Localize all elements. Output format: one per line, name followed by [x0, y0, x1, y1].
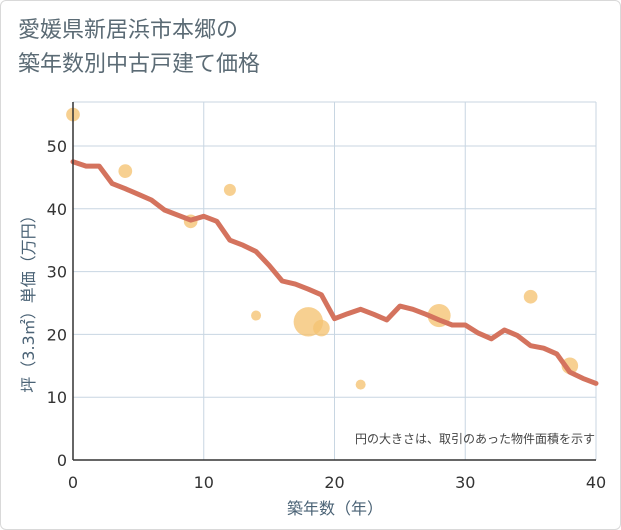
bubble-point	[313, 319, 330, 337]
x-tick-label: 30	[455, 473, 475, 492]
chart-title-line-1: 愛媛県新居浜市本郷の	[18, 18, 239, 43]
bubble-series	[66, 107, 579, 390]
axes: 0 10 20 30 40 0 10 20 30 40 50	[47, 102, 606, 492]
y-tick-label: 0	[57, 451, 67, 470]
size-annotation: 円の大きさは、取引のあった物件面積を示す	[355, 431, 595, 446]
y-tick-label: 20	[47, 325, 67, 344]
y-tick-label: 30	[47, 263, 67, 282]
x-axis-label: 築年数（年）	[287, 499, 383, 518]
x-tick-label: 20	[324, 473, 344, 492]
y-tick-label: 50	[47, 137, 67, 156]
bubble-point	[223, 183, 236, 196]
trend-series	[70, 159, 599, 386]
grid	[73, 101, 597, 460]
y-tick-label: 10	[47, 388, 67, 407]
bubble-point	[355, 379, 366, 390]
bubble-point	[118, 164, 133, 178]
y-tick-label: 40	[47, 200, 67, 219]
y-axis-label: 坪（3.3㎡）単価（万円）	[19, 207, 38, 392]
x-tick-label: 10	[194, 473, 214, 492]
chart-title: 愛媛県新居浜市本郷の 築年数別中古戸建て価格	[18, 14, 260, 82]
bubble-point	[523, 289, 538, 304]
x-tick-label: 0	[68, 473, 78, 492]
x-tick-label: 40	[586, 473, 606, 492]
chart-title-line-2: 築年数別中古戸建て価格	[18, 52, 261, 77]
trend-line	[70, 159, 599, 386]
bubble-point	[251, 310, 262, 321]
